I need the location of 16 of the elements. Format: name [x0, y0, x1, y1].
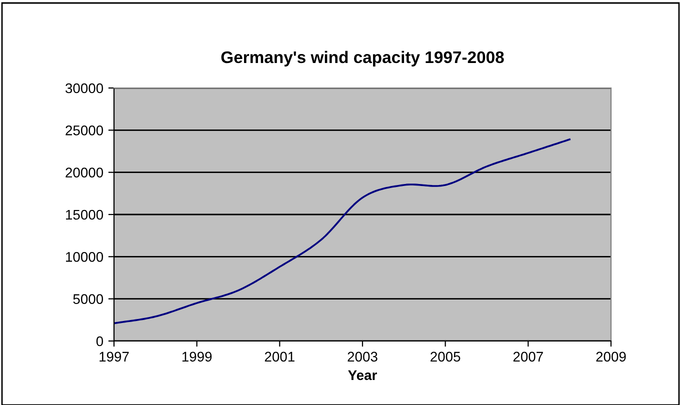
x-tick-label: 1999 [182, 352, 212, 362]
y-tick-label: 20000 [66, 168, 104, 178]
x-tick-label: 1997 [100, 352, 129, 362]
x-axis-title: Year [348, 370, 377, 380]
y-tick-label: 10000 [66, 252, 104, 262]
x-tick-label: 2009 [596, 352, 626, 362]
x-tick-label: 2005 [430, 352, 460, 362]
y-tick-label: 15000 [66, 210, 104, 220]
y-tick-label: 5000 [73, 294, 104, 304]
x-tick-label: 2001 [264, 352, 294, 362]
x-tick-label: 2003 [348, 352, 378, 362]
x-tick-label: 2007 [513, 352, 543, 362]
y-tick-label: 30000 [65, 83, 104, 94]
y-tick-label: 0 [96, 336, 104, 346]
y-tick-label: 25000 [66, 126, 104, 136]
chart-title: Germany's wind capacity 1997-2008 [221, 50, 504, 66]
